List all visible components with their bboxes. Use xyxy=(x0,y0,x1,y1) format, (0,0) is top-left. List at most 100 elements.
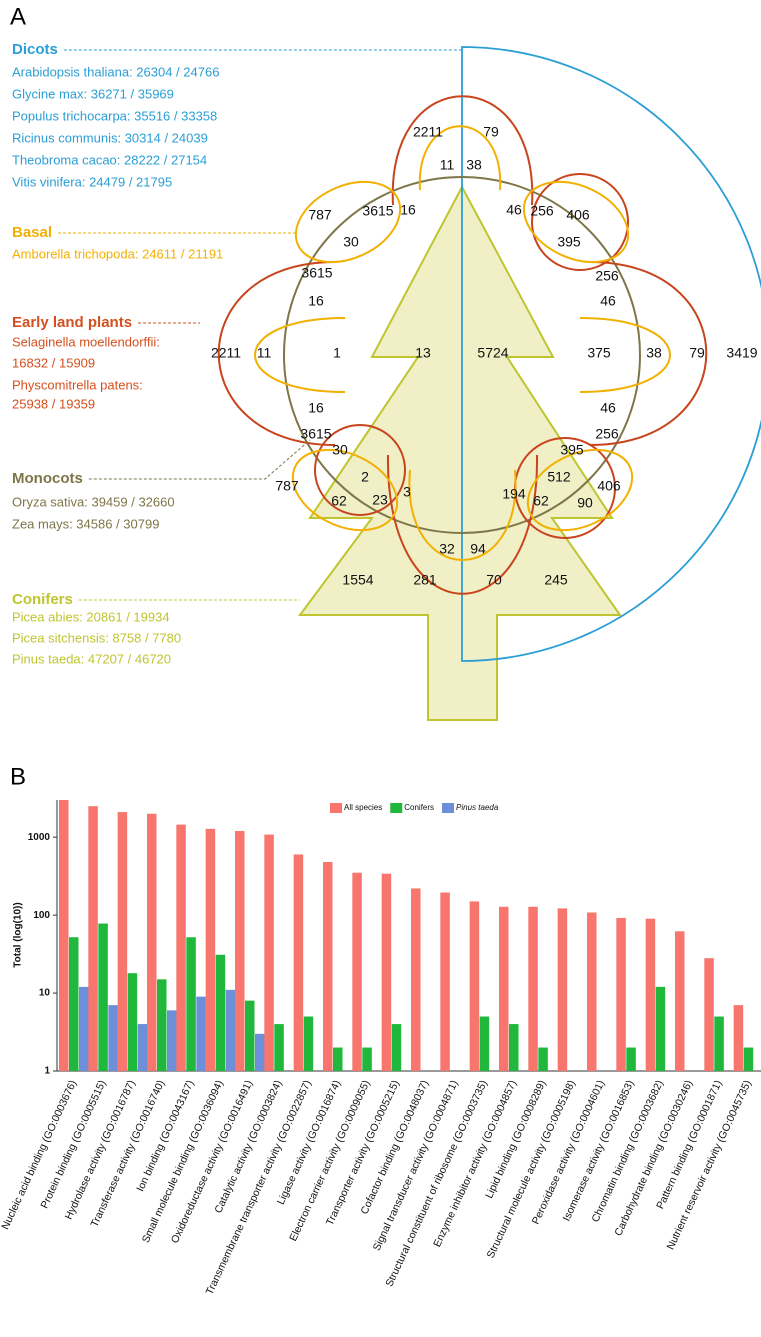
dicots-half-circle xyxy=(461,46,761,662)
yellow-petal xyxy=(522,180,630,264)
yellow-lobe xyxy=(254,317,346,393)
bar xyxy=(333,1047,343,1071)
venn-count: 1554 xyxy=(342,572,373,588)
bar xyxy=(655,986,666,1071)
legend-swatch xyxy=(390,803,403,813)
bar xyxy=(274,1024,284,1071)
species-label: Amborella trichopoda: 24611 / 21191 xyxy=(12,246,223,261)
species-label: Ricinus communis: 30314 / 24039 xyxy=(12,130,208,145)
venn-count: 46 xyxy=(600,400,616,416)
bar xyxy=(626,1047,636,1071)
bar xyxy=(733,1005,744,1071)
y-tick-label: 10 xyxy=(39,988,51,999)
species-label: Theobroma cacao: 28222 / 27154 xyxy=(12,152,207,167)
bar xyxy=(176,824,186,1071)
species-label: Vitis vinifera: 24479 / 21795 xyxy=(12,174,172,189)
species-label: Pinus taeda: 47207 / 46720 xyxy=(12,651,171,666)
venn-shapes xyxy=(217,46,761,721)
bar xyxy=(479,1016,490,1071)
venn-count: 2211 xyxy=(211,345,241,361)
bar xyxy=(411,888,421,1071)
bar xyxy=(509,1024,519,1071)
venn-count: 3 xyxy=(403,484,411,500)
venn-count: 2211 xyxy=(413,124,443,140)
monocot-circle xyxy=(283,176,641,534)
venn-count: 62 xyxy=(533,493,549,509)
species-label: Zea mays: 34586 / 30799 xyxy=(12,516,159,531)
venn-count: 406 xyxy=(597,478,621,494)
bar xyxy=(362,1047,372,1071)
bar xyxy=(293,854,304,1071)
venn-count: 787 xyxy=(308,207,332,223)
legend-swatch xyxy=(442,803,455,813)
y-tick-label: 1 xyxy=(44,1066,50,1077)
legend-label: All species xyxy=(344,803,382,812)
panel-label: A xyxy=(10,3,26,30)
bar xyxy=(167,1010,177,1071)
venn-count: 79 xyxy=(483,124,499,140)
red-lobe xyxy=(391,95,534,206)
venn-count: 256 xyxy=(530,203,554,219)
group-title: Early land plants xyxy=(12,314,132,331)
venn-count: 38 xyxy=(466,157,482,173)
bar xyxy=(137,1024,148,1071)
legend-label: Pinus taeda xyxy=(456,803,499,812)
venn-count: 30 xyxy=(343,234,359,250)
group-title: Basal xyxy=(12,224,52,241)
group-title: Conifers xyxy=(12,591,73,608)
species-label: Oryza sativa: 39459 / 32660 xyxy=(12,494,175,509)
venn-count: 5724 xyxy=(477,345,508,361)
bar xyxy=(469,901,480,1071)
legend-label: Conifers xyxy=(404,803,434,812)
venn-count: 245 xyxy=(544,572,568,588)
venn-count: 11 xyxy=(257,345,272,361)
yellow-lobe xyxy=(579,317,671,393)
venn-count: 2 xyxy=(361,469,369,485)
bar xyxy=(196,996,206,1071)
bar xyxy=(538,1047,548,1071)
bar xyxy=(186,937,196,1071)
venn-count: 70 xyxy=(486,572,502,588)
venn-count: 94 xyxy=(470,541,486,557)
venn-count: 38 xyxy=(646,345,662,361)
group-title: Monocots xyxy=(12,470,83,487)
bar xyxy=(127,973,138,1071)
yellow-petal xyxy=(526,448,634,532)
venn-count: 375 xyxy=(587,345,611,361)
species-label: Populus trichocarpa: 35516 / 33358 xyxy=(12,108,217,123)
venn-count: 90 xyxy=(577,495,593,511)
bar xyxy=(205,828,216,1071)
y-tick-label: 1000 xyxy=(28,832,51,843)
bar xyxy=(117,812,128,1071)
venn-count: 3419 xyxy=(726,345,757,361)
bar xyxy=(69,937,79,1071)
species-label: Picea abies: 20861 / 19934 xyxy=(12,609,170,624)
bar xyxy=(352,872,362,1071)
species-label: Glycine max: 36271 / 35969 xyxy=(12,86,174,101)
species-label: Arabidopsis thaliana: 26304 / 24766 xyxy=(12,64,219,79)
bar xyxy=(645,918,656,1071)
species-label: Picea sitchensis: 8758 / 7780 xyxy=(12,630,181,645)
bar xyxy=(225,989,236,1071)
red-lobe xyxy=(386,454,539,595)
species-label: 16832 / 15909 xyxy=(12,355,95,370)
venn-count: 79 xyxy=(689,345,705,361)
bar xyxy=(704,958,714,1071)
bar xyxy=(215,954,226,1071)
venn-count: 395 xyxy=(560,442,584,458)
bar xyxy=(675,931,685,1071)
venn-count: 281 xyxy=(413,572,437,588)
bar xyxy=(255,1033,265,1071)
bar xyxy=(147,813,157,1071)
venn-count: 256 xyxy=(595,268,619,284)
bar xyxy=(323,862,333,1071)
venn-count: 46 xyxy=(506,202,522,218)
bar xyxy=(587,912,597,1071)
bar xyxy=(264,834,274,1071)
venn-count: 787 xyxy=(275,478,299,494)
bar xyxy=(440,892,450,1071)
venn-count: 3615 xyxy=(362,203,393,219)
venn-count: 3615 xyxy=(301,265,332,281)
